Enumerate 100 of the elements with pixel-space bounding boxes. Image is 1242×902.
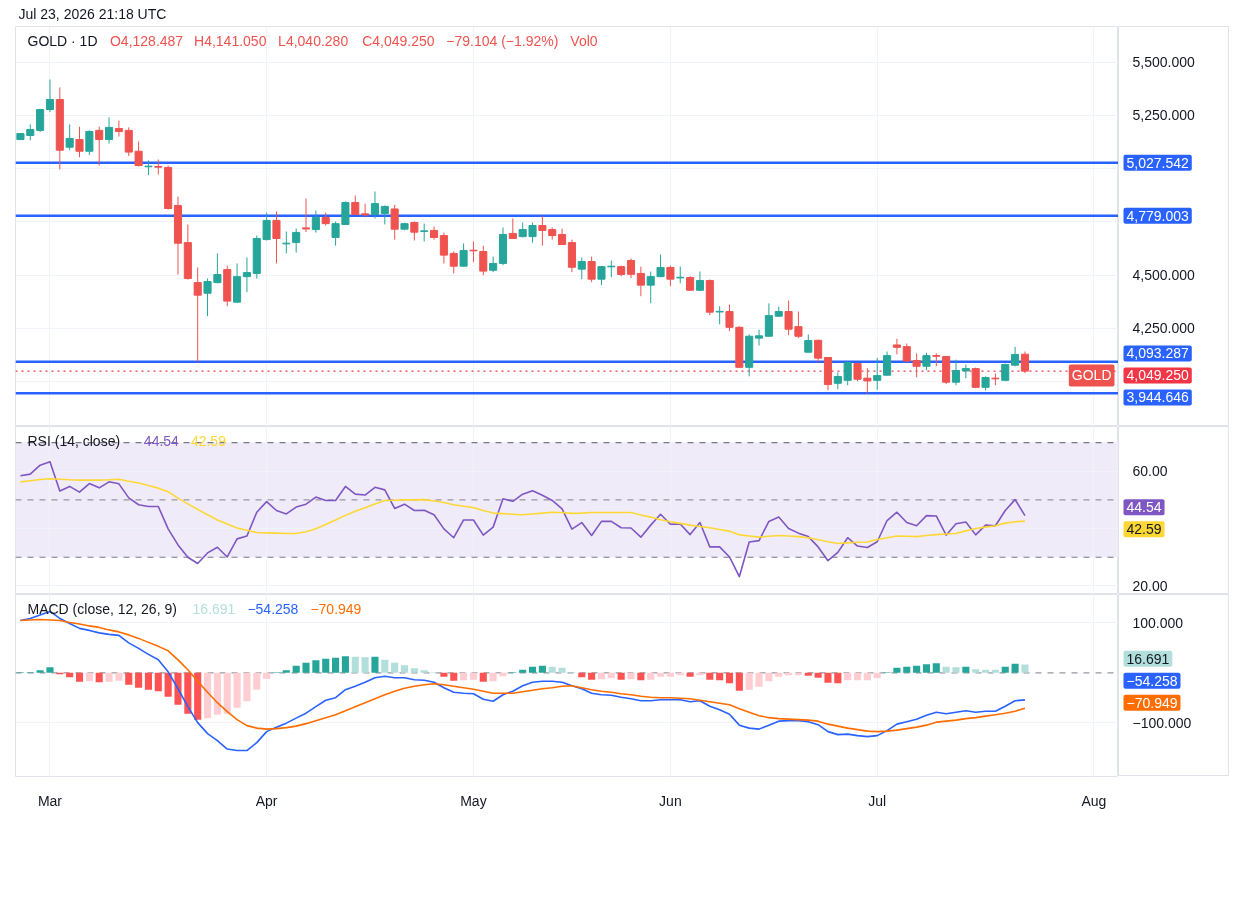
bar <box>804 672 812 676</box>
bar <box>371 656 379 673</box>
bar <box>194 672 202 720</box>
annotation: 16.691 <box>192 600 236 617</box>
bar <box>814 672 822 678</box>
bar <box>716 672 724 681</box>
bar <box>725 672 734 684</box>
text: 42.59 <box>1126 521 1162 538</box>
bar <box>243 672 251 702</box>
bar <box>213 672 221 715</box>
annotation: −79.104 (−1.92%) <box>446 32 559 49</box>
candlestick <box>272 210 281 264</box>
text: −70.949 <box>1126 694 1178 711</box>
bar <box>469 672 477 680</box>
bar <box>450 672 458 681</box>
bar <box>36 670 44 673</box>
y-tick-label: 4,250.000 <box>1132 320 1195 337</box>
bar <box>657 672 665 677</box>
candlestick <box>301 198 311 233</box>
bar <box>223 672 231 714</box>
bar <box>834 672 842 684</box>
candlestick <box>410 221 419 241</box>
candlestick <box>105 116 114 145</box>
candlestick <box>961 364 970 379</box>
candlestick <box>193 266 202 363</box>
bar <box>922 664 931 673</box>
bar <box>982 669 990 673</box>
bar <box>735 672 743 691</box>
line-series <box>19 460 1026 578</box>
bar <box>765 672 773 682</box>
bar <box>282 670 290 673</box>
bar <box>440 672 448 677</box>
ref-line-label: 4,093.287 <box>1126 345 1189 362</box>
bar <box>154 672 162 692</box>
bar <box>312 660 320 673</box>
annotation: L4,040.280 <box>278 32 349 49</box>
bar <box>332 657 340 673</box>
candlestick <box>804 334 813 354</box>
bar <box>253 672 261 690</box>
ref-line-label: 4,049.250 <box>1126 367 1189 384</box>
y-tick-label: 60.00 <box>1132 463 1168 480</box>
x-tick-label: Apr <box>255 792 278 809</box>
bar <box>558 667 566 673</box>
bar <box>519 669 527 673</box>
y-tick-label: 100.000 <box>1132 614 1184 631</box>
bar <box>361 657 369 673</box>
ref-line-label: 4,779.003 <box>1126 207 1189 224</box>
text: −54.258 <box>1126 672 1178 689</box>
candlestick <box>292 228 301 254</box>
bar <box>263 672 271 679</box>
bar <box>1011 663 1019 673</box>
bar <box>489 672 497 682</box>
candlestick <box>725 304 734 332</box>
candlestick <box>1020 351 1029 374</box>
bar <box>144 672 152 690</box>
bar <box>203 672 212 719</box>
bar <box>538 665 546 673</box>
annotation: −54.258 <box>247 600 299 617</box>
bar <box>853 672 862 681</box>
ref-line-label: 3,944.646 <box>1126 389 1189 406</box>
bar <box>105 672 113 682</box>
bar <box>991 669 999 673</box>
bar <box>548 666 556 673</box>
x-tick-label: Aug <box>1081 792 1107 809</box>
bar <box>302 662 310 673</box>
y-tick-label: 5,250.000 <box>1132 107 1195 124</box>
candlestick <box>65 123 74 151</box>
candlestick <box>95 126 104 167</box>
bar <box>391 662 399 673</box>
bar <box>1021 664 1029 673</box>
bar <box>75 672 84 682</box>
annotation: −70.949 <box>310 600 362 617</box>
bar <box>873 672 881 679</box>
bar <box>597 672 606 680</box>
bar <box>164 672 172 697</box>
candlestick <box>587 256 596 283</box>
bar <box>903 666 911 673</box>
bar <box>322 658 330 673</box>
bar <box>755 672 763 687</box>
bar <box>972 669 980 673</box>
bar <box>588 672 596 680</box>
bar <box>341 656 349 673</box>
bar <box>666 672 674 677</box>
annotation: H4,141.050 <box>194 32 267 49</box>
candlestick <box>883 351 892 377</box>
annotation: 44.54 <box>143 432 180 449</box>
bar <box>637 672 645 681</box>
bar <box>460 672 468 681</box>
candlestick <box>390 204 399 241</box>
bar <box>706 672 714 680</box>
text: 44.54 <box>1126 499 1162 516</box>
annotation: C4,049.250 <box>362 32 435 49</box>
annotation: GOLD <box>1071 367 1112 384</box>
y-tick-label: 5,500.000 <box>1132 54 1195 71</box>
line-series <box>19 477 1026 545</box>
x-tick-label: Mar <box>37 792 63 809</box>
bar <box>824 672 832 683</box>
candlestick <box>459 242 468 268</box>
bar <box>410 668 418 673</box>
bar <box>479 672 487 682</box>
